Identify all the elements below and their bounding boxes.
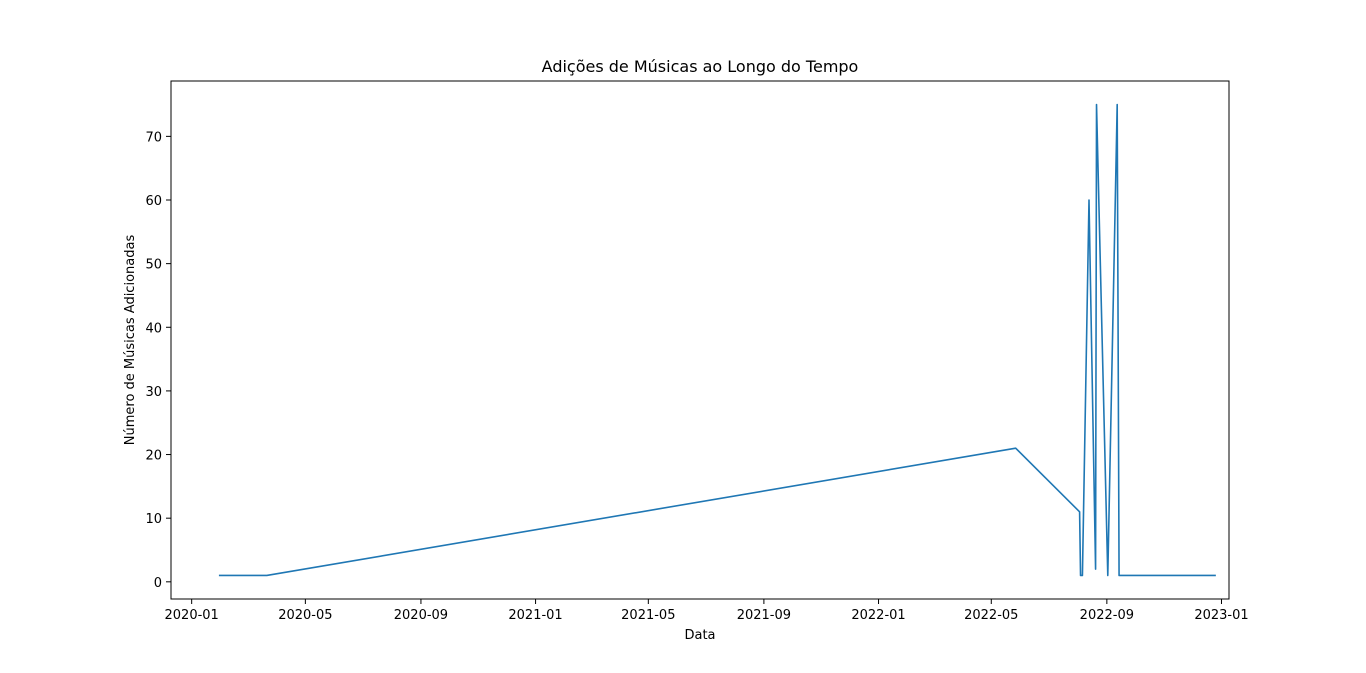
x-tick-label: 2023-01	[1194, 608, 1248, 623]
x-tick-label: 2021-05	[621, 608, 675, 623]
series-line	[218, 103, 1216, 577]
y-tick-label: 20	[145, 449, 162, 464]
y-tick-label: 10	[145, 512, 162, 527]
x-tick-label: 2022-05	[964, 608, 1018, 623]
y-tick-label: 70	[145, 130, 162, 145]
x-tick-label: 2021-01	[508, 608, 562, 623]
x-axis-label: Data	[684, 628, 715, 643]
chart-title: Adições de Músicas ao Longo do Tempo	[542, 57, 859, 76]
x-tick-label: 2020-01	[165, 608, 219, 623]
x-tick-label: 2022-09	[1080, 608, 1134, 623]
y-tick-label: 40	[145, 321, 162, 336]
y-tick-label: 50	[145, 258, 162, 273]
x-tick-label: 2022-01	[851, 608, 905, 623]
x-tick-label: 2021-09	[737, 608, 791, 623]
y-tick-label: 30	[145, 385, 162, 400]
y-tick-label: 0	[154, 576, 162, 591]
x-tick-label: 2020-05	[278, 608, 332, 623]
axes-frame	[170, 80, 1230, 600]
plot-area: 2020-01 2020-05 2020-09 2021-01 2021-05 2021-…	[145, 80, 1249, 623]
x-tick-label: 2020-09	[394, 608, 448, 623]
y-axis-label: Número de Músicas Adicionadas	[123, 235, 138, 446]
y-tick-label: 60	[145, 194, 162, 209]
